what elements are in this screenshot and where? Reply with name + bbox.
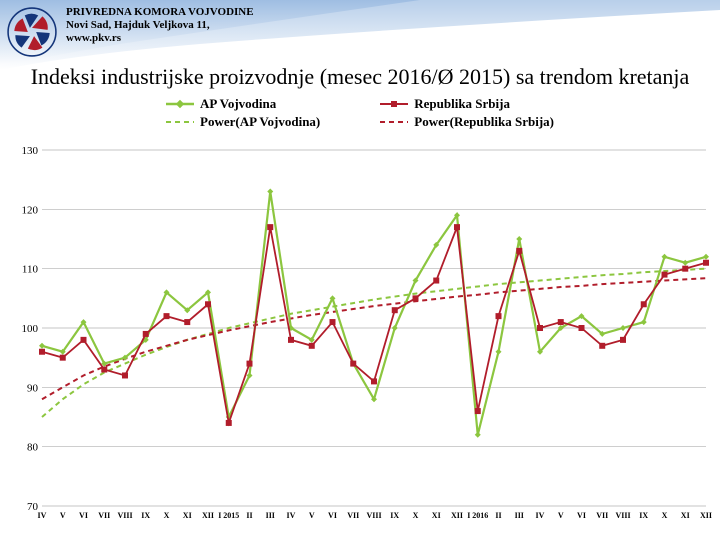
svg-text:V: V (309, 511, 315, 520)
svg-text:VI: VI (328, 511, 337, 520)
svg-text:X: X (413, 511, 419, 520)
svg-text:100: 100 (22, 323, 39, 335)
svg-text:VII: VII (596, 511, 608, 520)
svg-text:120: 120 (22, 204, 39, 216)
svg-text:80: 80 (27, 442, 39, 454)
svg-text:VI: VI (79, 511, 88, 520)
svg-text:V: V (60, 511, 66, 520)
org-logo (6, 6, 58, 58)
legend-power-rs: Power(Republika Srbija) (380, 114, 554, 130)
svg-text:I 2015: I 2015 (218, 511, 239, 520)
legend-label: Republika Srbija (414, 96, 510, 112)
legend-label: AP Vojvodina (200, 96, 276, 112)
svg-text:III: III (515, 511, 524, 520)
svg-text:VIII: VIII (366, 511, 381, 520)
svg-text:XII: XII (451, 511, 463, 520)
org-website: www.pkv.rs (66, 32, 254, 45)
header: PRIVREDNA KOMORA VOJVODINE Novi Sad, Haj… (0, 0, 720, 58)
svg-text:X: X (164, 511, 170, 520)
svg-text:VI: VI (577, 511, 586, 520)
svg-text:IX: IX (141, 511, 150, 520)
legend-power-ap: Power(AP Vojvodina) (166, 114, 320, 130)
svg-text:IV: IV (536, 511, 545, 520)
svg-text:II: II (246, 511, 252, 520)
svg-text:XII: XII (700, 511, 712, 520)
svg-text:I 2016: I 2016 (467, 511, 488, 520)
svg-text:XI: XI (183, 511, 192, 520)
svg-text:VIII: VIII (615, 511, 630, 520)
chart-title: Indeksi industrijske proizvodnje (mesec … (0, 58, 720, 94)
org-name: PRIVREDNA KOMORA VOJVODINE (66, 6, 254, 19)
legend: AP Vojvodina Republika Srbija Power(AP V… (0, 96, 720, 130)
org-address: Novi Sad, Hajduk Veljkova 11, (66, 19, 254, 32)
svg-text:IV: IV (38, 511, 47, 520)
svg-text:II: II (495, 511, 501, 520)
svg-text:XI: XI (432, 511, 441, 520)
svg-text:130: 130 (22, 145, 39, 157)
svg-text:VIII: VIII (117, 511, 132, 520)
svg-text:IX: IX (390, 511, 399, 520)
legend-republika-srbija: Republika Srbija (380, 96, 554, 112)
svg-text:90: 90 (27, 382, 39, 394)
line-chart: 708090100110120130IVVVIVIIVIIIIXXXIXIII … (14, 144, 712, 528)
svg-text:IX: IX (639, 511, 648, 520)
legend-label: Power(Republika Srbija) (414, 114, 554, 130)
svg-text:X: X (662, 511, 668, 520)
chart-area: 708090100110120130IVVVIVIIVIIIIXXXIXIII … (14, 144, 712, 528)
svg-text:V: V (558, 511, 564, 520)
svg-text:VII: VII (98, 511, 110, 520)
legend-ap-vojvodina: AP Vojvodina (166, 96, 320, 112)
svg-text:XI: XI (681, 511, 690, 520)
svg-text:III: III (266, 511, 275, 520)
svg-text:XII: XII (202, 511, 214, 520)
svg-text:IV: IV (287, 511, 296, 520)
svg-text:VII: VII (347, 511, 359, 520)
svg-text:110: 110 (22, 264, 39, 276)
legend-label: Power(AP Vojvodina) (200, 114, 320, 130)
